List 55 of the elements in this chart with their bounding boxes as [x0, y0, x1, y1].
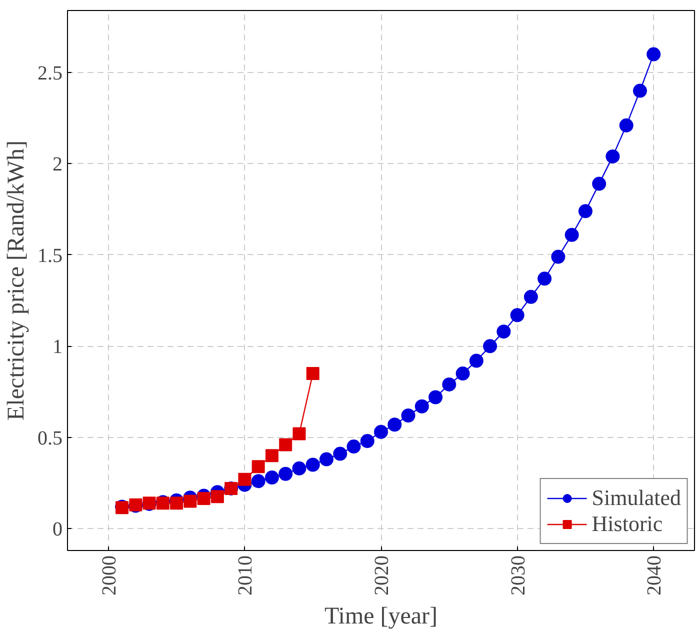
point	[646, 47, 661, 62]
x-tick-label: 2000	[98, 556, 120, 596]
legend-label: Simulated	[592, 485, 681, 511]
point	[510, 308, 524, 322]
point	[401, 408, 416, 422]
point	[264, 470, 279, 485]
legend-label: Historic	[592, 511, 663, 537]
y-tick-label: 0	[52, 518, 62, 541]
point	[346, 440, 361, 454]
point	[456, 366, 470, 381]
point	[292, 427, 306, 440]
point	[442, 378, 456, 392]
point	[564, 228, 579, 242]
point	[496, 324, 511, 339]
y-tick-label: 2	[52, 154, 62, 176]
point	[251, 474, 266, 488]
point	[524, 290, 538, 304]
y-axis-title: Electricity price [Rand/kWh]	[4, 140, 30, 420]
y-tick-label: 1.5	[38, 244, 62, 267]
point	[306, 367, 320, 380]
y-tick-label: 2.5	[38, 62, 62, 85]
point	[388, 418, 402, 432]
point	[538, 272, 552, 286]
point	[184, 494, 197, 508]
y-tick-label: 1	[52, 336, 62, 358]
point	[414, 399, 429, 414]
point	[360, 434, 374, 448]
x-tick-label: 2020	[371, 556, 393, 596]
point	[170, 496, 184, 510]
point	[469, 354, 484, 368]
point	[592, 176, 606, 191]
point	[319, 452, 334, 466]
point	[483, 339, 498, 354]
point	[279, 438, 292, 452]
point	[210, 490, 224, 504]
point	[278, 466, 293, 481]
point	[551, 250, 566, 264]
point	[632, 84, 647, 98]
x-tick-label: 2040	[644, 556, 666, 596]
x-axis-title: Time [year]	[324, 604, 438, 630]
point	[197, 492, 210, 506]
point	[265, 449, 278, 462]
point	[292, 461, 306, 476]
point	[374, 424, 388, 439]
point	[252, 460, 265, 474]
x-tick-label: 2030	[507, 556, 530, 596]
point	[606, 149, 620, 164]
point	[578, 204, 592, 218]
point	[238, 472, 252, 486]
x-tick-label: 2010	[234, 556, 257, 596]
y-tick-label: 0.5	[38, 427, 62, 450]
point	[619, 118, 634, 132]
point	[428, 390, 443, 404]
point	[306, 458, 320, 472]
point	[333, 446, 348, 461]
